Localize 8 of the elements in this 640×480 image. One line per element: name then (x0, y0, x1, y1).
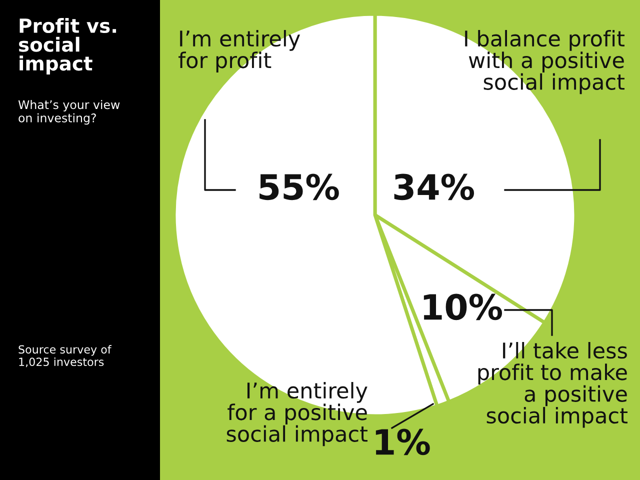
text: What’s your view on investing? (18, 100, 120, 125)
data-label: 10% (424, 294, 502, 320)
data-label: 34% (394, 174, 474, 200)
data-label: 55% (260, 174, 339, 200)
slice-label: I’m entirely for a positive social impact (226, 382, 368, 446)
source-note: Source survey of 1,025 investors (18, 345, 112, 368)
data-label: 1% (376, 428, 430, 456)
text: Profit vs. social impact (19, 18, 116, 74)
